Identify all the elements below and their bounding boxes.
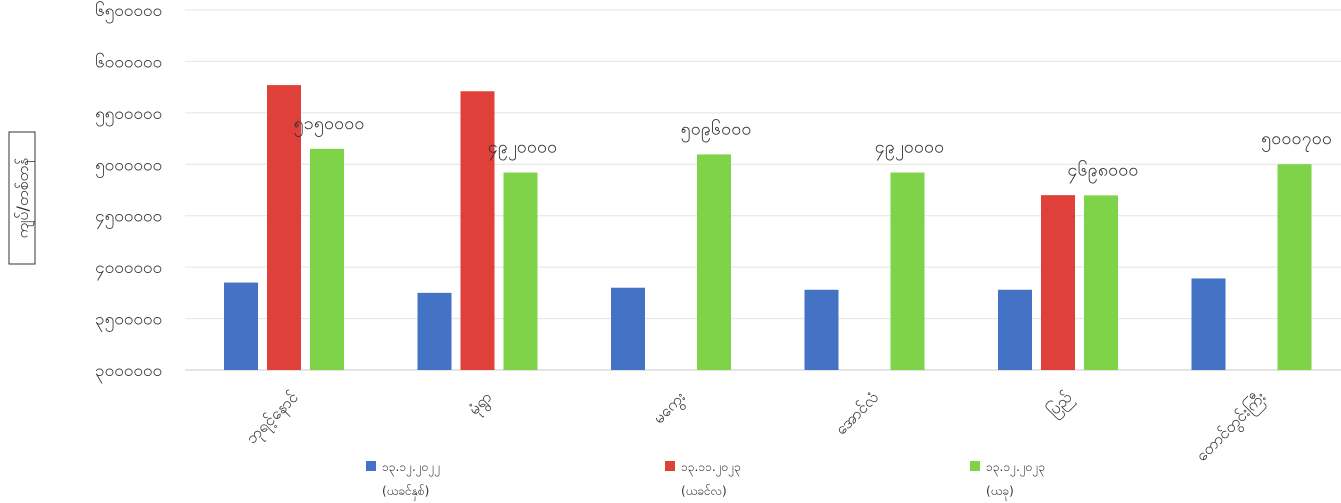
bar xyxy=(460,91,495,370)
gridlines xyxy=(185,9,1341,371)
bar xyxy=(1041,195,1075,370)
category-label: ဘုရင့်နောင် xyxy=(242,387,304,449)
bar xyxy=(611,287,645,370)
legend-label-note: (ယခင်လ) xyxy=(681,483,727,498)
bars xyxy=(224,85,1312,370)
category-label: မကွေး xyxy=(649,387,691,429)
bar xyxy=(267,85,301,370)
y-axis-title-box: ကျပ်/တစ်တန် xyxy=(8,131,36,265)
category-label: အောင်လံ xyxy=(831,387,882,438)
data-label: ၅၁၅၀၀၀၀ xyxy=(294,113,365,137)
legend-label-note: (ယခင်နှစ်) xyxy=(382,483,429,501)
bar xyxy=(890,172,925,370)
category-label: တောင်တွင်းကြီး xyxy=(1192,387,1272,467)
legend: ၁၃.၁၂.၂၀၂၂ (ယခင်နှစ်) ၁၃.၁၁.၂၀၂၃ (ယခင်လ) ၁၃.… xyxy=(366,460,1045,501)
legend-swatch xyxy=(665,461,675,471)
data-label: ၄၉၂၀၀၀၀ xyxy=(875,137,945,161)
bar xyxy=(804,289,839,370)
y-axis-title: ကျပ်/တစ်တန် xyxy=(13,157,35,238)
y-tick-label: ၃၅၀၀၀၀၀ xyxy=(95,310,162,333)
y-axis-title-frame xyxy=(8,131,36,265)
legend-label: ၁၃.၁၁.၂၀၂၃ xyxy=(681,460,741,477)
legend-label: ၁၃.၁၂.၂၀၂၂ xyxy=(382,460,440,477)
category-labels: ဘုရင့်နောင် မုံရွာ မကွေး အောင်လံ ပြည် တောင်တွ… xyxy=(242,387,1272,467)
data-label: ၅၀၉၆၀၀၀ xyxy=(681,118,752,142)
bar xyxy=(998,289,1032,370)
y-tick-label: ၆၅၀၀၀၀၀ xyxy=(95,0,162,24)
legend-label-note: (ယခု) xyxy=(986,484,1014,501)
legend-swatch xyxy=(970,461,980,471)
y-tick-label: ၅၅၀၀၀၀၀ xyxy=(95,104,162,127)
y-tick-label: ၅၀၀၀၀၀၀ xyxy=(95,155,162,178)
legend-label: ၁၃.၁၂.၂၀၂၃ xyxy=(986,460,1045,477)
data-label: ၄၉၂၀၀၀၀ xyxy=(488,137,558,161)
category-label: ပြည် xyxy=(1043,387,1078,422)
y-tick-label: ၄၅၀၀၀၀၀ xyxy=(95,207,162,230)
y-axis-ticks: ၃၀၀၀၀၀၀ ၃၅၀၀၀၀၀ ၄၀၀၀၀၀၀ ၄၅၀၀၀၀၀ ၅၀၀၀၀၀၀ ၅၅၀၀၀… xyxy=(95,0,162,384)
y-tick-label: ၃၀၀၀၀၀၀ xyxy=(95,361,162,384)
bar xyxy=(224,282,258,370)
category-label: မုံရွာ xyxy=(464,387,497,420)
bar xyxy=(503,172,538,370)
y-tick-label: ၄၀၀၀၀၀၀ xyxy=(95,258,162,281)
legend-swatch xyxy=(366,461,376,471)
bar xyxy=(417,292,452,370)
bar xyxy=(1191,278,1226,370)
bar xyxy=(1084,195,1118,370)
data-label: ၄၆၉၈၀၀၀ xyxy=(1067,159,1138,183)
data-label: ၅၀၀၀၇၀၀ xyxy=(1261,128,1332,152)
bar xyxy=(697,154,731,370)
y-tick-label: ၆၀၀၀၀၀၀ xyxy=(95,51,162,72)
bar xyxy=(1277,164,1312,370)
bar xyxy=(310,148,344,370)
